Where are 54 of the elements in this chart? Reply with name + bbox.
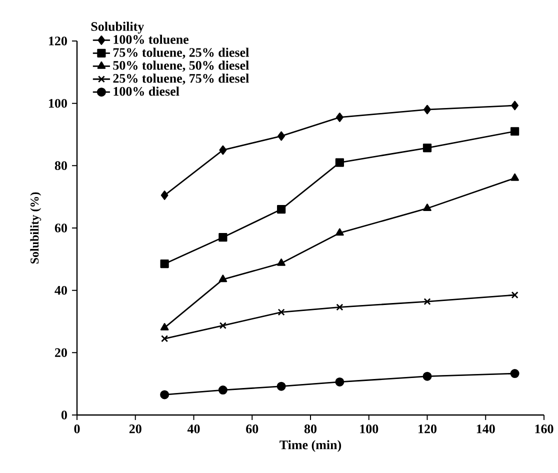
legend-label: 25% toluene, 75% diesel <box>113 74 249 85</box>
x-tick-label: 160 <box>535 424 554 434</box>
point <box>336 304 344 311</box>
point <box>278 131 286 141</box>
x-tick-label: 140 <box>476 424 495 434</box>
point <box>424 298 431 306</box>
y-tick-label: 40 <box>54 286 67 295</box>
x-tick-label: 60 <box>246 424 258 434</box>
legend-label: 100% toluene <box>114 34 189 44</box>
point <box>219 145 227 155</box>
point <box>335 377 344 386</box>
point <box>335 158 344 167</box>
y-axis-title: Solubility (%) <box>30 192 42 264</box>
point <box>424 104 431 114</box>
point <box>422 372 432 381</box>
legend-label: 100% diesel <box>114 86 180 96</box>
point <box>336 228 344 236</box>
point <box>276 382 286 391</box>
y-tick-label: 120 <box>49 36 67 46</box>
point <box>160 390 170 400</box>
point <box>336 112 344 122</box>
point <box>219 322 226 330</box>
y-tick-label: 0 <box>61 410 67 420</box>
point <box>423 204 432 212</box>
point <box>277 204 286 214</box>
legend-label: 75% toluene, 25% diesel <box>113 48 249 59</box>
point <box>218 233 228 242</box>
point <box>278 308 285 316</box>
point <box>510 173 519 181</box>
point <box>510 127 520 136</box>
point <box>218 274 228 282</box>
point <box>218 386 228 395</box>
point <box>161 335 168 342</box>
point <box>510 369 520 378</box>
x-tick-label: 20 <box>129 424 142 434</box>
legend-label: 50% toluene, 50% diesel <box>113 60 249 72</box>
x-tick-label: 100 <box>360 424 378 434</box>
x-tick-label: 120 <box>418 424 437 434</box>
x-tick-label: 80 <box>304 424 317 434</box>
point <box>160 323 169 330</box>
x-tick-label: 40 <box>187 424 200 434</box>
point <box>277 258 286 266</box>
legend-title: Solubility <box>91 22 144 34</box>
point <box>422 144 432 152</box>
x-tick-label: 0 <box>74 424 80 434</box>
y-tick-label: 20 <box>55 348 67 358</box>
y-tick-label: 80 <box>54 161 67 170</box>
y-tick-label: 100 <box>49 98 67 108</box>
point <box>511 291 518 299</box>
point <box>511 100 519 110</box>
x-axis-title: Time (min) <box>280 440 342 452</box>
point <box>160 190 168 200</box>
y-tick-label: 60 <box>54 224 67 232</box>
point <box>160 260 169 268</box>
